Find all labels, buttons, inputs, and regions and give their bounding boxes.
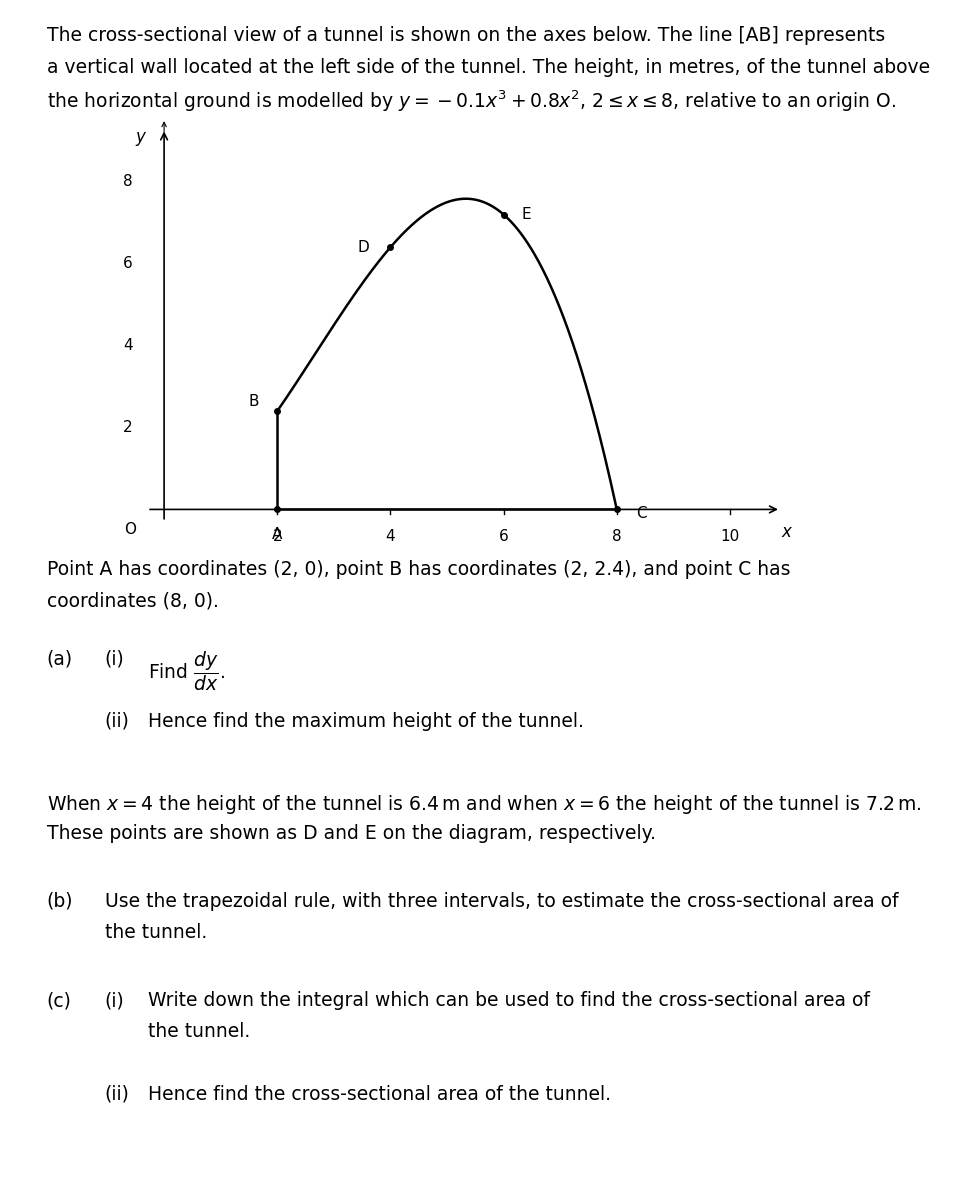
Text: A: A: [271, 527, 282, 541]
Text: coordinates (8, 0).: coordinates (8, 0).: [47, 592, 218, 611]
Text: (ii): (ii): [105, 1085, 130, 1104]
Text: Find $\dfrac{dy}{dx}$.: Find $\dfrac{dy}{dx}$.: [148, 649, 225, 694]
Text: 10: 10: [720, 529, 738, 544]
Text: (b): (b): [47, 892, 73, 911]
Text: B: B: [248, 394, 259, 409]
Text: O: O: [124, 522, 136, 536]
Text: (i): (i): [105, 991, 124, 1010]
Text: (c): (c): [47, 991, 72, 1010]
Text: Hence find the maximum height of the tunnel.: Hence find the maximum height of the tun…: [148, 712, 583, 731]
Text: the horizontal ground is modelled by $y = -0.1x^3 + 0.8x^2$, $2 \leq x \leq 8$, : the horizontal ground is modelled by $y …: [47, 89, 894, 114]
Text: the tunnel.: the tunnel.: [105, 923, 206, 942]
Text: 8: 8: [123, 174, 133, 190]
Text: Write down the integral which can be used to find the cross-sectional area of: Write down the integral which can be use…: [148, 991, 869, 1010]
Text: a vertical wall located at the left side of the tunnel. The height, in metres, o: a vertical wall located at the left side…: [47, 58, 928, 77]
Text: Hence find the cross-sectional area of the tunnel.: Hence find the cross-sectional area of t…: [148, 1085, 610, 1104]
Text: C: C: [636, 506, 646, 521]
Text: When $x = 4$ the height of the tunnel is 6.4$\,$m and when $x = 6$ the height of: When $x = 4$ the height of the tunnel is…: [47, 793, 921, 816]
Text: x: x: [781, 523, 791, 541]
Text: (ii): (ii): [105, 712, 130, 731]
Text: The cross-sectional view of a tunnel is shown on the axes below. The line [AB] r: The cross-sectional view of a tunnel is …: [47, 26, 884, 46]
Text: D: D: [357, 240, 368, 254]
Text: Use the trapezoidal rule, with three intervals, to estimate the cross-sectional : Use the trapezoidal rule, with three int…: [105, 892, 897, 911]
Text: 4: 4: [386, 529, 394, 544]
Text: 2: 2: [272, 529, 282, 544]
Text: 6: 6: [123, 256, 133, 271]
Text: E: E: [521, 206, 531, 222]
Text: 4: 4: [123, 338, 133, 353]
Text: 8: 8: [611, 529, 621, 544]
Text: Point A has coordinates (2, 0), point B has coordinates (2, 2.4), and point C ha: Point A has coordinates (2, 0), point B …: [47, 560, 789, 580]
Text: 6: 6: [498, 529, 508, 544]
Text: (a): (a): [47, 649, 73, 668]
Text: the tunnel.: the tunnel.: [148, 1022, 250, 1042]
Text: These points are shown as D and E on the diagram, respectively.: These points are shown as D and E on the…: [47, 824, 655, 844]
Text: (i): (i): [105, 649, 124, 668]
Text: y: y: [136, 127, 145, 145]
Text: 2: 2: [123, 420, 133, 434]
